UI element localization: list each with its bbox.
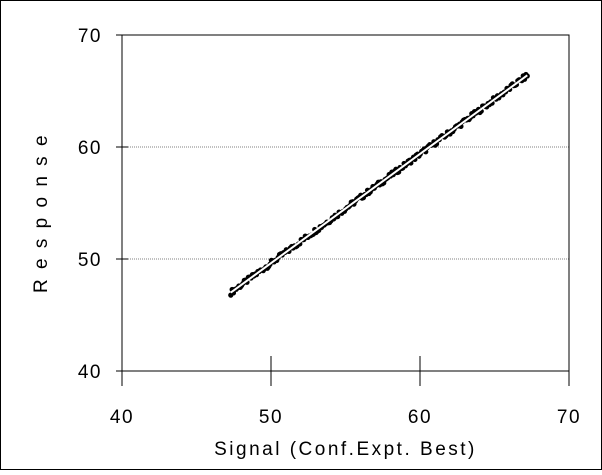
- y-tick-labels: 40 50 60 70: [78, 26, 102, 383]
- plot-area-frame: [121, 34, 570, 372]
- y-tick-label-50: 50: [78, 250, 102, 271]
- y-tick-label-70: 70: [78, 26, 102, 47]
- y-tick-label-40: 40: [78, 362, 102, 383]
- x-tick-labels: 40 50 60 70: [110, 407, 581, 428]
- x-tick-label-70: 70: [557, 407, 581, 428]
- fit-line: [230, 74, 528, 294]
- x-tick-label-50: 50: [259, 407, 283, 428]
- x-tick-label-40: 40: [110, 407, 134, 428]
- y-axis-title: R e s p o n s e: [31, 133, 52, 293]
- axis-ticks: [116, 34, 570, 386]
- x-axis-title: Signal (Conf.Expt. Best): [214, 439, 477, 460]
- fit-line-group: [230, 74, 528, 294]
- grid-lines: [122, 146, 569, 260]
- y-tick-label-60: 60: [78, 138, 102, 159]
- x-tick-label-60: 60: [408, 407, 432, 428]
